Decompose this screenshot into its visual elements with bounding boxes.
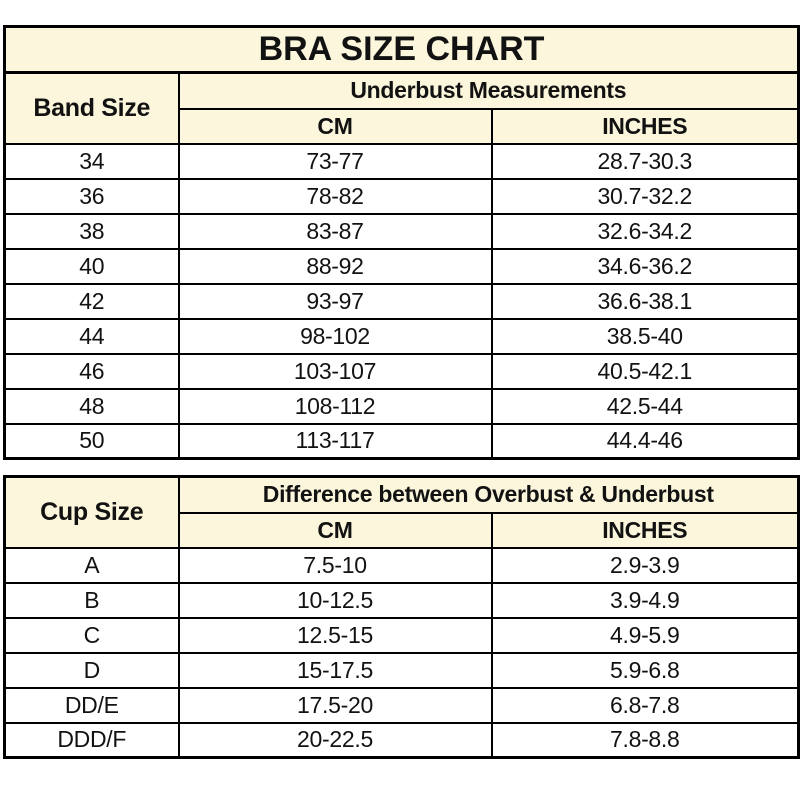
band-size-table: BRA SIZE CHART Band Size Underbust Measu… — [3, 25, 800, 460]
band-size-cell: 42 — [3, 282, 180, 320]
cm-range-cell: 78-82 — [177, 177, 493, 215]
band-cm-column-header: CM — [177, 107, 493, 145]
cup-size-column-header: Cup Size — [3, 475, 180, 549]
underbust-measurements-header: Underbust Measurements — [177, 71, 800, 110]
table-row: 48 108-112 42.5-44 — [3, 387, 800, 425]
table-row: DDD/F 20-22.5 7.8-8.8 — [3, 721, 800, 759]
overbust-difference-header: Difference between Overbust & Underbust — [177, 475, 800, 514]
band-size-cell: 38 — [3, 212, 180, 250]
inches-range-cell: 30.7-32.2 — [490, 177, 800, 215]
inches-range-cell: 4.9-5.9 — [490, 616, 800, 654]
cup-size-cell: B — [3, 581, 180, 619]
band-size-cell: 50 — [3, 422, 180, 460]
table-row: 36 78-82 30.7-32.2 — [3, 177, 800, 215]
table-row: 38 83-87 32.6-34.2 — [3, 212, 800, 250]
band-size-cell: 36 — [3, 177, 180, 215]
table-row: 44 98-102 38.5-40 — [3, 317, 800, 355]
cm-range-cell: 88-92 — [177, 247, 493, 285]
table-row: C 12.5-15 4.9-5.9 — [3, 616, 800, 654]
table-row: 50 113-117 44.4-46 — [3, 422, 800, 460]
cm-range-cell: 93-97 — [177, 282, 493, 320]
inches-range-cell: 28.7-30.3 — [490, 142, 800, 180]
cup-size-cell: A — [3, 546, 180, 584]
cup-inches-column-header: INCHES — [490, 511, 800, 549]
chart-title: BRA SIZE CHART — [3, 25, 800, 74]
cm-range-cell: 113-117 — [177, 422, 493, 460]
cup-size-table: Cup Size Difference between Overbust & U… — [3, 475, 800, 759]
band-inches-column-header: INCHES — [490, 107, 800, 145]
cup-unit-header-row: CM INCHES — [5, 511, 800, 549]
cm-range-cell: 103-107 — [177, 352, 493, 390]
inches-range-cell: 2.9-3.9 — [490, 546, 800, 584]
band-size-cell: 44 — [3, 317, 180, 355]
table-row: D 15-17.5 5.9-6.8 — [3, 651, 800, 689]
inches-range-cell: 34.6-36.2 — [490, 247, 800, 285]
cm-range-cell: 98-102 — [177, 317, 493, 355]
table-row: B 10-12.5 3.9-4.9 — [3, 581, 800, 619]
band-size-cell: 48 — [3, 387, 180, 425]
table-row: 42 93-97 36.6-38.1 — [3, 282, 800, 320]
cup-group-header-row: Cup Size Difference between Overbust & U… — [3, 475, 800, 549]
inches-range-cell: 36.6-38.1 — [490, 282, 800, 320]
cm-range-cell: 17.5-20 — [177, 686, 493, 724]
table-row: 46 103-107 40.5-42.1 — [3, 352, 800, 390]
band-size-cell: 40 — [3, 247, 180, 285]
cup-size-cell: D — [3, 651, 180, 689]
inches-range-cell: 42.5-44 — [490, 387, 800, 425]
band-table-body: 34 73-77 28.7-30.3 36 78-82 30.7-32.2 38 83-87 3… — [3, 142, 800, 460]
band-size-cell: 46 — [3, 352, 180, 390]
inches-range-cell: 5.9-6.8 — [490, 651, 800, 689]
inches-range-cell: 3.9-4.9 — [490, 581, 800, 619]
table-row: 34 73-77 28.7-30.3 — [3, 142, 800, 180]
cm-range-cell: 12.5-15 — [177, 616, 493, 654]
band-size-column-header: Band Size — [3, 71, 180, 145]
inches-range-cell: 6.8-7.8 — [490, 686, 800, 724]
cm-range-cell: 15-17.5 — [177, 651, 493, 689]
inches-range-cell: 7.8-8.8 — [490, 721, 800, 759]
cup-cm-column-header: CM — [177, 511, 493, 549]
cm-range-cell: 7.5-10 — [177, 546, 493, 584]
cm-range-cell: 83-87 — [177, 212, 493, 250]
cup-table-body: A 7.5-10 2.9-3.9 B 10-12.5 3.9-4.9 C 12.5-15 4.9… — [3, 546, 800, 759]
inches-range-cell: 38.5-40 — [490, 317, 800, 355]
table-row: A 7.5-10 2.9-3.9 — [3, 546, 800, 584]
cm-range-cell: 10-12.5 — [177, 581, 493, 619]
cup-size-cell: DD/E — [3, 686, 180, 724]
band-group-header-row: Band Size Underbust Measurements — [3, 71, 800, 145]
cm-range-cell: 20-22.5 — [177, 721, 493, 759]
inches-range-cell: 44.4-46 — [490, 422, 800, 460]
cm-range-cell: 73-77 — [177, 142, 493, 180]
cm-range-cell: 108-112 — [177, 387, 493, 425]
inches-range-cell: 40.5-42.1 — [490, 352, 800, 390]
chart-title-row: BRA SIZE CHART — [3, 25, 800, 74]
band-size-cell: 34 — [3, 142, 180, 180]
cup-size-cell: C — [3, 616, 180, 654]
table-row: 40 88-92 34.6-36.2 — [3, 247, 800, 285]
cup-size-cell: DDD/F — [3, 721, 180, 759]
inches-range-cell: 32.6-34.2 — [490, 212, 800, 250]
table-row: DD/E 17.5-20 6.8-7.8 — [3, 686, 800, 724]
band-unit-header-row: CM INCHES — [5, 107, 800, 145]
